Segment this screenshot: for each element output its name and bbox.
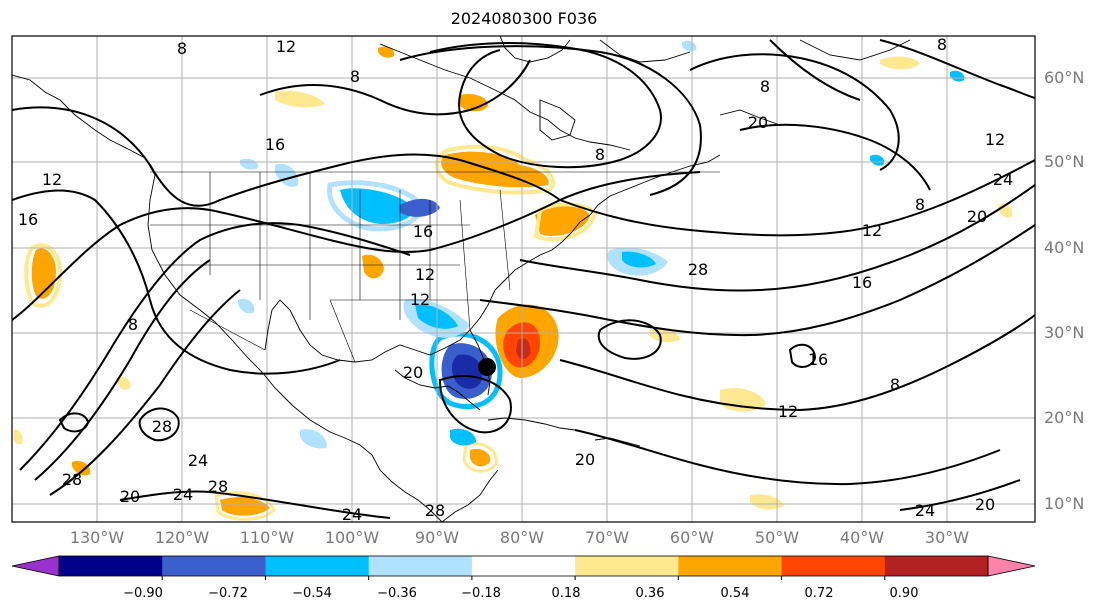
colorbar-frame bbox=[58, 555, 989, 577]
contour-label: 16 bbox=[852, 273, 872, 292]
contour-label: 28 bbox=[688, 260, 708, 279]
negative-anomaly-ring bbox=[429, 331, 503, 410]
lat-label-30n: 30°N bbox=[1044, 323, 1085, 342]
contour-label: 12 bbox=[276, 37, 296, 56]
contour-label: 8 bbox=[595, 145, 605, 164]
lon-label: 40°W bbox=[839, 528, 885, 547]
colorbar-tick-label: 0.18 bbox=[551, 586, 581, 601]
contour-label: 28 bbox=[208, 477, 228, 496]
contour-label: 8 bbox=[350, 67, 360, 86]
lat-label-10n: 10°N bbox=[1044, 494, 1085, 513]
contour-label: 12 bbox=[415, 265, 435, 284]
colorbar-segment bbox=[678, 556, 783, 576]
contour-label: 28 bbox=[152, 417, 172, 436]
colorbar-segment bbox=[59, 556, 163, 576]
lat-label-60n: 60°N bbox=[1044, 68, 1085, 87]
contour-label: 20 bbox=[403, 363, 423, 382]
map-title: 2024080300 F036 bbox=[450, 9, 598, 28]
contour-label: 12 bbox=[862, 221, 882, 240]
colorbar-segment bbox=[471, 556, 576, 576]
colorbar-segment bbox=[162, 556, 266, 576]
storm-center-marker bbox=[478, 358, 496, 376]
contour-label: 8 bbox=[177, 39, 187, 58]
contour-label: 16 bbox=[413, 222, 433, 241]
lon-label: 50°W bbox=[754, 528, 800, 547]
contour-label: 24 bbox=[188, 451, 208, 470]
lat-label-50n: 50°N bbox=[1044, 152, 1085, 171]
lon-label: 80°W bbox=[499, 528, 545, 547]
contour-label: 8 bbox=[937, 35, 947, 54]
negative-anomaly-plains bbox=[340, 188, 413, 225]
contour-label: 8 bbox=[760, 77, 770, 96]
contour-label: 28 bbox=[62, 470, 82, 489]
lon-label: 120°W bbox=[154, 528, 210, 547]
lon-label: 110°W bbox=[239, 528, 295, 547]
contour-label: 12 bbox=[778, 402, 798, 421]
colorbar-extend-high bbox=[987, 555, 1036, 577]
map-frame bbox=[11, 35, 1036, 523]
contour-label: 8 bbox=[890, 375, 900, 394]
contour-label: 20 bbox=[748, 113, 768, 132]
negative-anomaly-core bbox=[452, 354, 483, 389]
colorbar-segment bbox=[575, 556, 679, 576]
lat-label-20n: 20°N bbox=[1044, 408, 1085, 427]
contour-label: 8 bbox=[128, 315, 138, 334]
colorbar-segment bbox=[368, 556, 473, 576]
contour-label: 12 bbox=[410, 290, 430, 309]
lon-label: 90°W bbox=[414, 528, 460, 547]
contour-label: 20 bbox=[975, 495, 995, 514]
state-borders bbox=[150, 171, 720, 363]
positive-anomaly-northeast bbox=[535, 206, 590, 236]
contour-label: 20 bbox=[120, 487, 140, 506]
contour-label-group: 8 12 16 16 28 20 12 24 8 20 8 12 16 8 24… bbox=[18, 35, 1013, 524]
lon-label: 60°W bbox=[669, 528, 715, 547]
colorbar-tick-label: −0.72 bbox=[208, 586, 248, 601]
contour-label: 24 bbox=[915, 501, 935, 520]
colorbar-tick-label: 0.54 bbox=[720, 586, 750, 601]
colorbar bbox=[11, 555, 1036, 580]
contour-label: 24 bbox=[342, 505, 362, 524]
contour-label: 12 bbox=[42, 170, 62, 189]
colorbar-segment bbox=[781, 556, 886, 576]
lon-label: 130°W bbox=[69, 528, 125, 547]
lon-label: 30°W bbox=[924, 528, 970, 547]
colorbar-tick-label: 0.72 bbox=[804, 586, 834, 601]
colorbar-tick-label: −0.18 bbox=[461, 586, 501, 601]
colorbar-tick-label: 0.36 bbox=[635, 586, 665, 601]
lon-label: 100°W bbox=[324, 528, 380, 547]
contour-label: 16 bbox=[808, 350, 828, 369]
lat-label-40n: 40°N bbox=[1044, 238, 1085, 257]
colorbar-segment bbox=[265, 556, 370, 576]
contour-label: 20 bbox=[575, 450, 595, 469]
contour-label: 24 bbox=[173, 485, 193, 504]
contour-label: 16 bbox=[18, 210, 38, 229]
colorbar-tick-label: −0.90 bbox=[123, 586, 163, 601]
lon-label: 70°W bbox=[584, 528, 630, 547]
contour-label: 24 bbox=[993, 170, 1013, 189]
contour-label: 28 bbox=[425, 501, 445, 520]
contour-label: 12 bbox=[985, 130, 1005, 149]
contour-label: 20 bbox=[967, 207, 987, 226]
shaded-anomaly-areas bbox=[13, 40, 1013, 521]
contour-label: 16 bbox=[265, 135, 285, 154]
contour-lines bbox=[12, 39, 1035, 519]
colorbar-tick-label: 0.90 bbox=[889, 586, 919, 601]
colorbar-tick-label: −0.36 bbox=[377, 586, 417, 601]
colorbar-segment bbox=[884, 556, 989, 576]
colorbar-extend-low bbox=[11, 555, 60, 577]
contour-label: 8 bbox=[915, 195, 925, 214]
colorbar-tick-label: −0.54 bbox=[292, 586, 332, 601]
